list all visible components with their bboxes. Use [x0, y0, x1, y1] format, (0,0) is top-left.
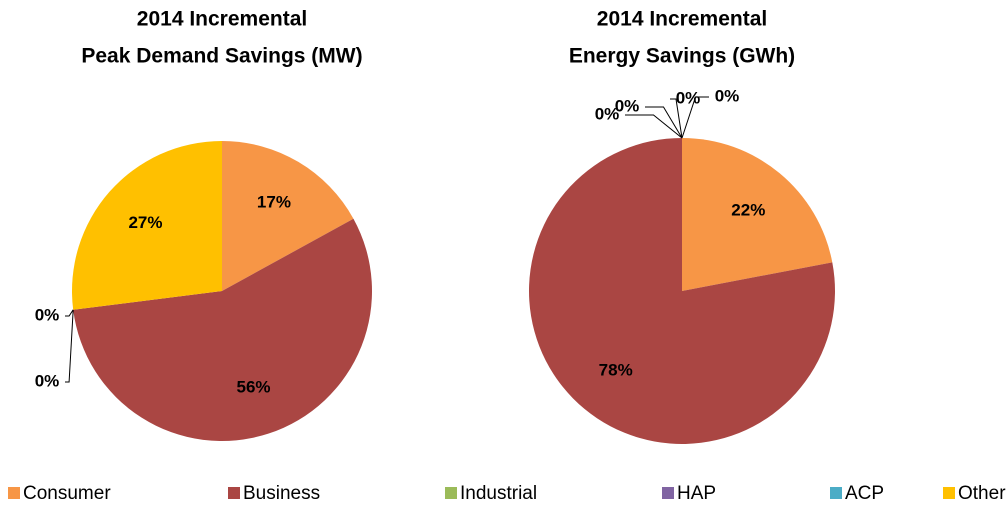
data-label: 56%: [237, 377, 271, 396]
data-label: 0%: [715, 86, 740, 105]
legend-label: Other: [958, 483, 1006, 504]
data-label: 78%: [599, 361, 633, 380]
leader-line: [65, 309, 74, 317]
data-label: 0%: [35, 305, 60, 324]
legend-swatch: [228, 487, 240, 499]
chart-title: Peak Demand Savings (MW): [81, 45, 362, 68]
leader-line: [670, 98, 683, 139]
data-label: 0%: [676, 88, 701, 107]
legend-label: HAP: [677, 483, 716, 504]
data-label: 0%: [615, 96, 640, 115]
data-label: 17%: [257, 193, 291, 212]
legend-swatch: [445, 487, 457, 499]
leader-line: [625, 114, 683, 139]
pie-slice: [682, 138, 833, 291]
data-label: 0%: [595, 104, 620, 123]
legend-swatch: [662, 487, 674, 499]
leader-line: [645, 106, 683, 139]
data-label: 0%: [35, 371, 60, 390]
pie-slice: [222, 141, 354, 291]
legend-label: Industrial: [460, 483, 537, 504]
legend-swatch: [830, 487, 842, 499]
legend-swatch: [8, 487, 20, 499]
chart-title: Energy Savings (GWh): [569, 45, 795, 68]
legend-swatch: [943, 487, 955, 499]
data-label: 22%: [731, 200, 765, 219]
chart-title: 2014 Incremental: [597, 8, 767, 31]
pie-slice: [529, 138, 836, 445]
data-label: 27%: [128, 213, 162, 232]
chart-title: 2014 Incremental: [137, 8, 307, 31]
legend-label: Consumer: [23, 483, 111, 504]
leader-line: [65, 309, 74, 383]
leader-line: [681, 96, 709, 139]
legend-label: ACP: [845, 483, 884, 504]
pie-slice: [73, 218, 372, 441]
legend-label: Business: [243, 483, 320, 504]
pie-slice: [71, 141, 222, 310]
